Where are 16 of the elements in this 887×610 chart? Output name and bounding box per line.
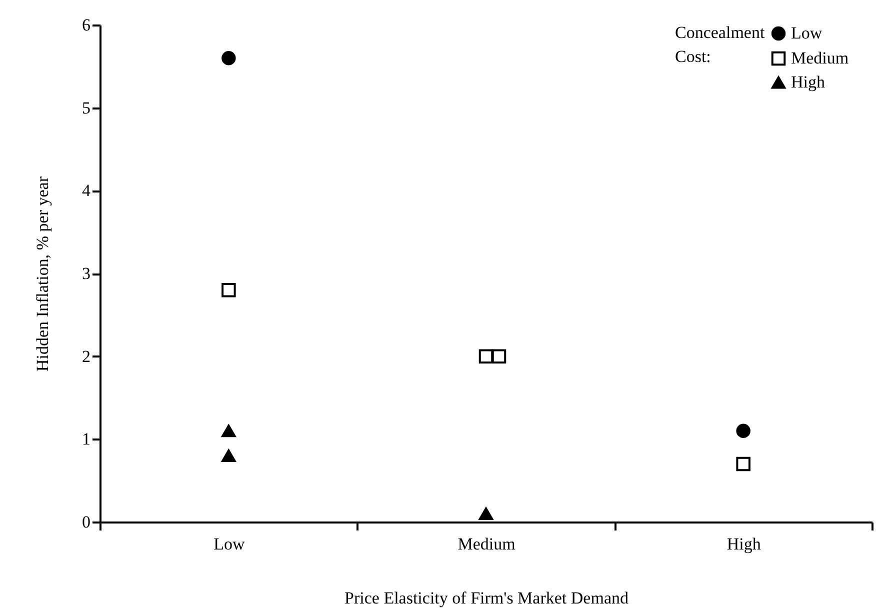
y-axis-title: Hidden Inflation, % per year xyxy=(33,176,52,372)
x-tick-label: High xyxy=(726,534,762,554)
legend-label: High xyxy=(791,72,826,92)
y-tick-label: 4 xyxy=(82,181,91,200)
y-tick-label: 6 xyxy=(82,16,90,34)
x-axis-title: Price Elasticity of Firm's Market Demand xyxy=(344,588,629,608)
y-tick-label: 1 xyxy=(82,430,90,449)
legend-label: Low xyxy=(791,24,823,42)
x-tick-label: Low xyxy=(214,534,246,554)
y-tick-label: 3 xyxy=(82,264,90,283)
legend-label: Medium xyxy=(791,48,849,68)
y-tick-label: 5 xyxy=(82,98,90,118)
x-tick-label: Medium xyxy=(458,534,516,554)
y-tick-label: 2 xyxy=(82,346,90,366)
legend-title: Concealment Cost: xyxy=(675,23,765,66)
y-tick-label: 0 xyxy=(82,512,90,532)
